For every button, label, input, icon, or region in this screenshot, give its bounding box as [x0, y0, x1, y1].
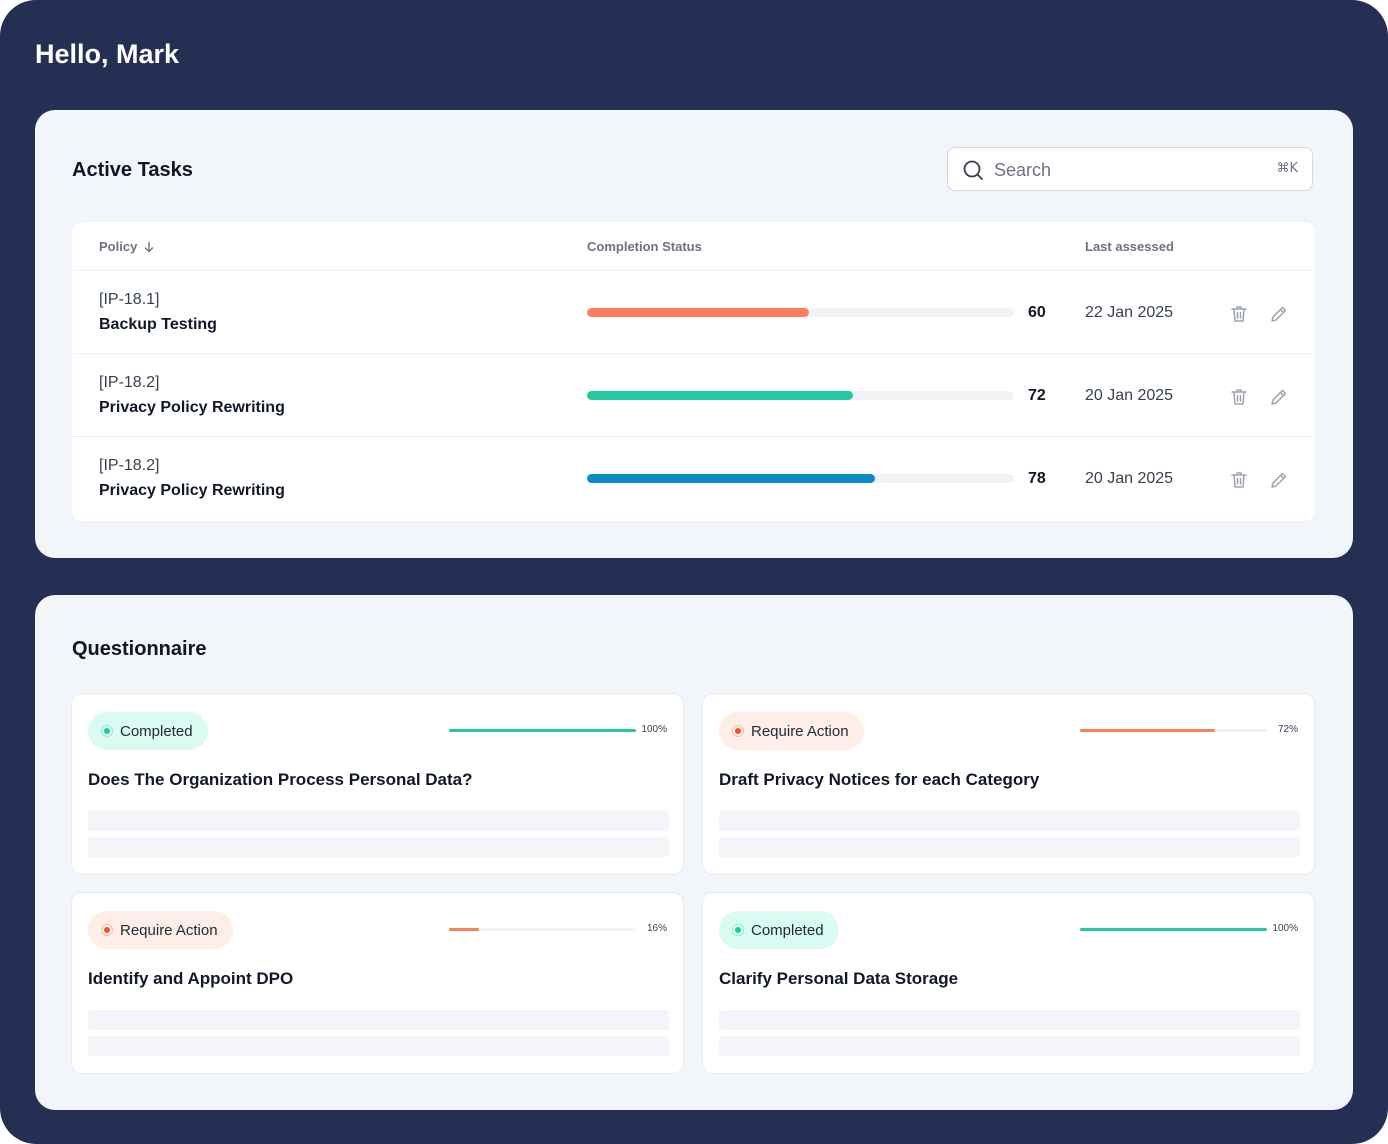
policy-code: [IP-18.2]	[99, 457, 160, 474]
questionnaire-panel: Questionnaire Completed 100% Does The Or…	[35, 595, 1353, 1110]
questionnaire-progress-bar	[1080, 928, 1267, 931]
questionnaire-percent: 100%	[1272, 923, 1298, 934]
placeholder-line	[88, 811, 669, 831]
completion-progress-bar	[587, 391, 1014, 400]
questionnaire-question: Draft Privacy Notices for each Category	[719, 770, 1040, 789]
trash-icon[interactable]	[1228, 386, 1250, 408]
questionnaire-card[interactable]: Completed 100% Clarify Personal Data Sto…	[703, 893, 1314, 1073]
status-dot	[733, 925, 743, 935]
search-input[interactable]	[992, 156, 1256, 184]
completion-percent: 78	[1028, 470, 1046, 487]
column-header-policy[interactable]: Policy	[99, 239, 155, 254]
policy-code: [IP-18.2]	[99, 374, 160, 391]
completion-percent: 60	[1028, 304, 1046, 321]
completion-progress-fill	[587, 308, 809, 317]
questionnaire-progress-fill	[449, 928, 479, 931]
placeholder-line	[719, 837, 1300, 857]
questionnaire-question: Does The Organization Process Personal D…	[88, 770, 473, 789]
status-label: Completed	[120, 722, 193, 740]
last-assessed-date: 22 Jan 2025	[1085, 304, 1174, 321]
placeholder-line	[88, 1010, 669, 1030]
sort-arrow-down-icon	[145, 241, 154, 252]
search-shortcut-hint: ⌘K	[1276, 161, 1298, 176]
questionnaire-progress-bar	[449, 928, 636, 931]
table-row[interactable]: [IP-18.2] Privacy Policy Rewriting 78 20…	[72, 436, 1315, 520]
column-header-policy-label: Policy	[99, 239, 138, 254]
search-icon	[963, 160, 983, 180]
questionnaire-title: Questionnaire	[72, 638, 207, 660]
policy-name: Backup Testing	[99, 316, 217, 333]
questionnaire-question: Identify and Appoint DPO	[88, 969, 294, 988]
table-row[interactable]: [IP-18.1] Backup Testing 60 22 Jan 2025	[72, 270, 1315, 354]
questionnaire-progress-bar	[1080, 729, 1267, 732]
status-dot	[733, 726, 743, 736]
questionnaire-percent: 72%	[1277, 724, 1298, 735]
edit-icon[interactable]	[1268, 469, 1290, 491]
status-badge: Require Action	[719, 712, 864, 750]
completion-progress-bar	[587, 308, 1014, 317]
completion-progress-bar	[587, 474, 1014, 483]
completion-progress-fill	[587, 474, 876, 483]
policy-name: Privacy Policy Rewriting	[99, 399, 285, 416]
status-badge: Require Action	[88, 911, 233, 949]
active-tasks-title: Active Tasks	[72, 159, 193, 181]
greeting-heading: Hello, Mark	[35, 39, 180, 69]
placeholder-line	[719, 1036, 1300, 1056]
placeholder-line	[719, 1010, 1300, 1030]
questionnaire-question: Clarify Personal Data Storage	[719, 969, 959, 988]
placeholder-line	[719, 811, 1300, 831]
column-header-last-assessed: Last assessed	[1085, 239, 1174, 254]
status-label: Completed	[751, 921, 824, 939]
placeholder-line	[88, 837, 669, 857]
placeholder-line	[88, 1036, 669, 1056]
trash-icon[interactable]	[1228, 469, 1250, 491]
status-badge: Completed	[88, 712, 208, 750]
questionnaire-progress-fill	[1080, 729, 1215, 732]
edit-icon[interactable]	[1268, 386, 1290, 408]
questionnaire-progress-fill	[1080, 928, 1267, 931]
active-tasks-panel: Active Tasks ⌘K Policy Completion Status…	[35, 110, 1353, 558]
questionnaire-progress-fill	[449, 729, 636, 732]
column-header-completion-status: Completion Status	[587, 239, 702, 254]
status-dot	[102, 925, 112, 935]
status-badge: Completed	[719, 911, 839, 949]
search-box[interactable]: ⌘K	[947, 147, 1313, 191]
completion-progress-fill	[587, 391, 854, 400]
trash-icon[interactable]	[1228, 303, 1250, 325]
edit-icon[interactable]	[1268, 303, 1290, 325]
tasks-table: Policy Completion Status Last assessed […	[72, 222, 1315, 521]
questionnaire-percent: 16%	[646, 923, 667, 934]
questionnaire-card[interactable]: Completed 100% Does The Organization Pro…	[72, 694, 683, 874]
questionnaire-percent: 100%	[641, 724, 667, 735]
completion-percent: 72	[1028, 387, 1046, 404]
questionnaire-card[interactable]: Require Action 72% Draft Privacy Notices…	[703, 694, 1314, 874]
questionnaire-progress-bar	[449, 729, 636, 732]
status-label: Require Action	[120, 921, 218, 939]
table-row[interactable]: [IP-18.2] Privacy Policy Rewriting 72 20…	[72, 353, 1315, 437]
last-assessed-date: 20 Jan 2025	[1085, 387, 1174, 404]
last-assessed-date: 20 Jan 2025	[1085, 470, 1174, 487]
policy-name: Privacy Policy Rewriting	[99, 482, 285, 499]
questionnaire-card[interactable]: Require Action 16% Identify and Appoint …	[72, 893, 683, 1073]
policy-code: [IP-18.1]	[99, 291, 160, 308]
status-label: Require Action	[751, 722, 849, 740]
status-dot	[102, 726, 112, 736]
